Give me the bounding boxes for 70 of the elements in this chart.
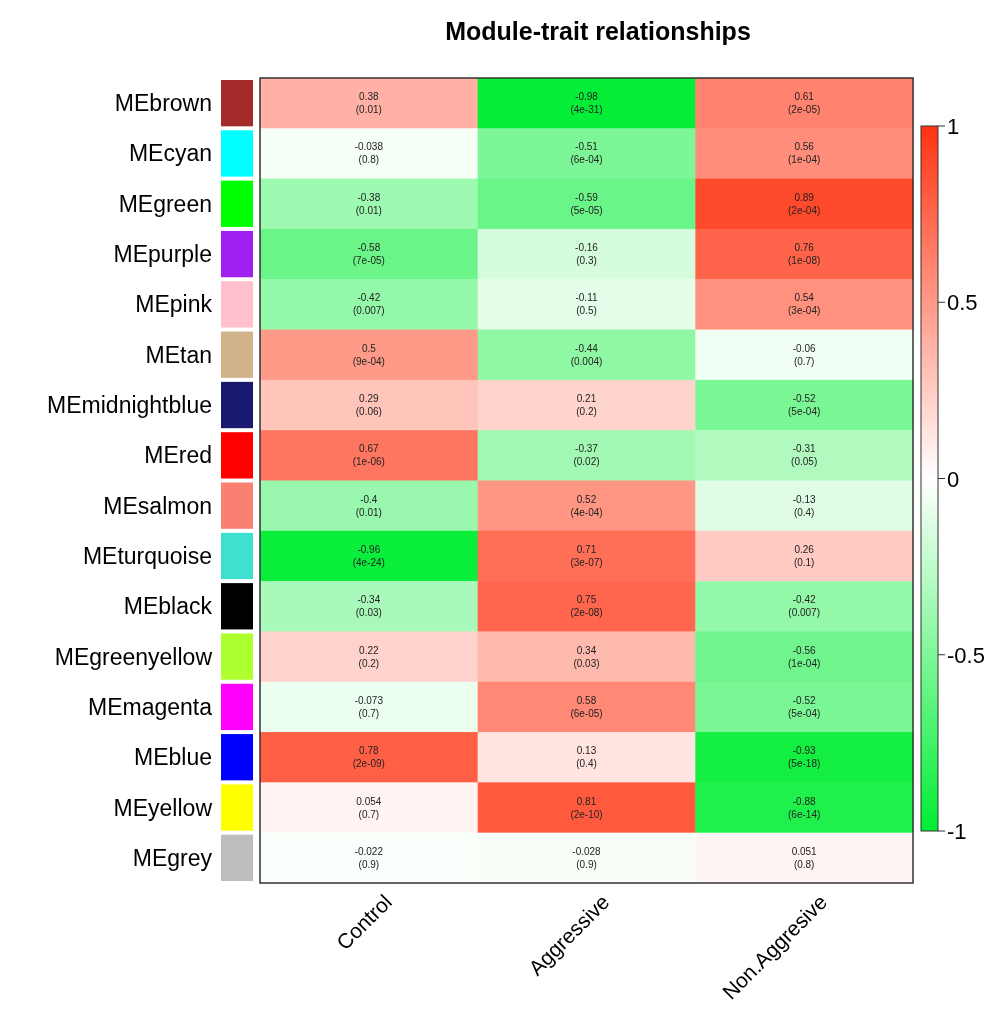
chart-title: Module-trait relationships xyxy=(445,17,751,45)
data-label: 0.22 (0.2) xyxy=(358,644,380,669)
data-label: 0.38 (0.01) xyxy=(355,91,382,116)
data-label: -0.37 (0.02) xyxy=(573,443,600,468)
data-label: 0.58 (6e-05) xyxy=(570,694,603,719)
data-label: -0.16 (0.3) xyxy=(575,242,599,267)
data-label: 0.78 (2e-09) xyxy=(352,745,385,770)
y-tick-label: MEtan xyxy=(145,341,212,368)
color-bar-label: -1 xyxy=(947,819,967,844)
data-label: -0.51 (6e-04) xyxy=(570,141,603,166)
y-tick-label: MEmagenta xyxy=(87,693,213,720)
data-label: -0.93 (5e-18) xyxy=(788,745,821,770)
data-label: 0.54 (3e-04) xyxy=(788,292,821,317)
color-bar-label: 0 xyxy=(947,466,960,492)
data-label: -0.022 (0.9) xyxy=(354,845,384,870)
data-label: -0.98 (4e-31) xyxy=(570,91,603,116)
data-label: -0.59 (5e-05) xyxy=(570,191,603,216)
data-label: 0.75 (2e-08) xyxy=(570,594,603,619)
data-label: 0.051 (0.8) xyxy=(791,845,818,870)
data-label: 0.56 (1e-04) xyxy=(788,141,821,166)
data-label: -0.34 (0.03) xyxy=(355,594,382,619)
color-bar-label: 0.5 xyxy=(947,290,978,316)
y-tick-label: MEgreenyellow xyxy=(54,643,213,670)
data-label: 0.89 (2e-04) xyxy=(788,191,821,216)
data-label: -0.028 (0.9) xyxy=(572,845,602,870)
y-tick-label: MEpurple xyxy=(113,241,212,268)
data-label: -0.42 (0.007) xyxy=(788,594,821,619)
data-label: 0.26 (0.1) xyxy=(793,543,815,568)
y-tick-label: MEgreen xyxy=(118,190,212,217)
data-label: -0.11 (0.5) xyxy=(575,292,598,317)
y-tick-label: MEturquoise xyxy=(82,542,212,569)
data-label: 0.21 (0.2) xyxy=(576,393,597,418)
data-label: -0.52 (5e-04) xyxy=(788,694,821,719)
data-label: -0.4 (0.01) xyxy=(355,493,382,518)
color-bar-label: 1 xyxy=(947,114,960,139)
data-label: -0.31 (0.05) xyxy=(791,443,818,468)
data-label: -0.038 (0.8) xyxy=(354,141,384,166)
data-label: -0.44 (0.004) xyxy=(570,342,603,367)
y-tick-label: MEblue xyxy=(134,744,212,771)
y-tick-label: MEred xyxy=(144,442,212,469)
data-label: 0.29 (0.06) xyxy=(355,393,382,418)
data-label: -0.52 (5e-04) xyxy=(788,393,821,418)
y-tick-label: MEblack xyxy=(123,593,213,620)
data-label: -0.42 (0.007) xyxy=(352,292,385,317)
data-label: 0.61 (2e-05) xyxy=(788,91,821,116)
y-tick-label: MEbrown xyxy=(114,90,212,117)
data-label: -0.58 (7e-05) xyxy=(352,242,385,267)
data-label: -0.56 (1e-04) xyxy=(788,644,821,669)
y-tick-label: MEcyan xyxy=(128,140,212,167)
data-label: -0.06 (0.7) xyxy=(792,342,816,367)
data-label: 0.76 (1e-08) xyxy=(788,242,821,267)
y-tick-label: MEyellow xyxy=(113,794,213,821)
data-label: -0.38 (0.01) xyxy=(355,191,382,216)
data-label: -0.88 (6e-14) xyxy=(788,795,821,820)
data-label: -0.073 (0.7) xyxy=(354,694,384,719)
data-label: 0.34 (0.03) xyxy=(573,644,600,669)
data-label: 0.5 (9e-04) xyxy=(352,342,385,367)
data-label: 0.054 (0.7) xyxy=(356,795,382,820)
y-tick-label: MEgrey xyxy=(132,844,213,871)
data-label: 0.67 (1e-06) xyxy=(352,443,385,468)
data-label: 0.13 (0.4) xyxy=(576,745,597,770)
data-label: -0.96 (4e-24) xyxy=(352,543,385,568)
data-label: -0.13 (0.4) xyxy=(792,493,816,518)
y-tick-label: MEsalmon xyxy=(103,492,212,519)
data-label: 0.71 (3e-07) xyxy=(570,543,603,568)
color-bar-label: -0.5 xyxy=(947,642,985,668)
y-tick-label: MEpink xyxy=(135,291,213,318)
y-tick-label: MEmidnightblue xyxy=(47,392,212,419)
data-label: 0.52 (4e-04) xyxy=(570,493,603,518)
data-label: 0.81 (2e-10) xyxy=(570,795,603,820)
